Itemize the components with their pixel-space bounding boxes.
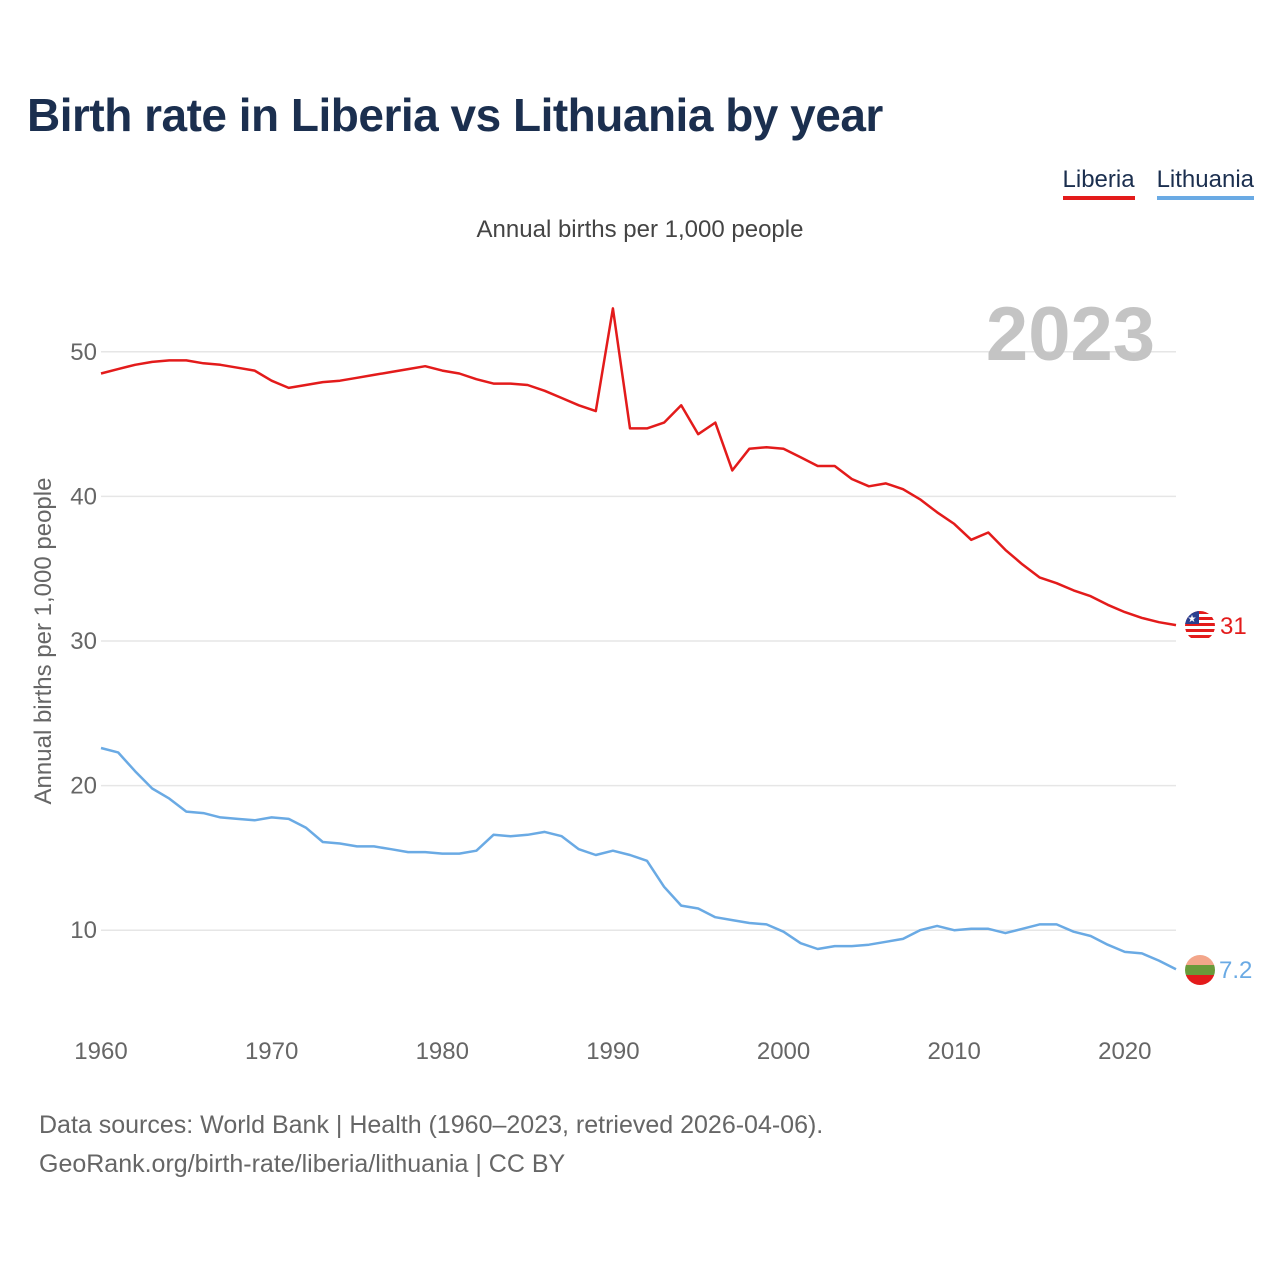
y-tick-label: 40 <box>70 483 97 510</box>
legend: Liberia Lithuania <box>1062 166 1254 200</box>
x-tick-label: 1980 <box>416 1038 469 1065</box>
series <box>100 307 1177 971</box>
svg-text:★: ★ <box>1188 614 1197 625</box>
source-line-1: Data sources: World Bank | Health (1960–… <box>39 1111 824 1139</box>
y-axis-label: Annual births per 1,000 people <box>30 478 57 805</box>
x-axis: 1960 1970 1980 1990 2000 2010 2020 <box>74 1038 1151 1065</box>
x-tick-label: 1990 <box>586 1038 639 1065</box>
y-tick-label: 30 <box>70 628 97 655</box>
series-line-lithuania[interactable] <box>100 746 1177 971</box>
x-tick-label: 2010 <box>927 1038 980 1065</box>
liberia-end-value: 31 <box>1220 613 1247 640</box>
lithuania-flag-icon <box>1185 955 1215 985</box>
data-source: Data sources: World Bank | Health (1960–… <box>39 1106 823 1184</box>
y-tick-label: 20 <box>70 773 97 800</box>
source-line-2[interactable]: GeoRank.org/birth-rate/liberia/lithuania… <box>39 1150 566 1178</box>
lithuania-end-value: 7.2 <box>1219 957 1252 984</box>
x-tick-label: 2000 <box>757 1038 810 1065</box>
year-watermark: 2023 <box>986 292 1155 377</box>
grid-lines <box>101 351 1176 931</box>
chart-subtitle: Annual births per 1,000 people <box>476 216 804 243</box>
x-tick-label: 1960 <box>74 1038 127 1065</box>
liberia-flag-icon: ★ <box>1185 611 1215 641</box>
y-tick-label: 50 <box>70 339 97 366</box>
x-tick-label: 2020 <box>1098 1038 1151 1065</box>
legend-item-liberia[interactable]: Liberia <box>1062 166 1135 200</box>
chart-title: Birth rate in Liberia vs Lithuania by ye… <box>27 89 883 141</box>
y-tick-label: 10 <box>70 917 97 944</box>
legend-item-lithuania[interactable]: Lithuania <box>1156 166 1254 200</box>
x-tick-label: 1970 <box>245 1038 298 1065</box>
y-axis: 10 20 30 40 50 <box>70 339 97 944</box>
series-line-liberia[interactable] <box>100 307 1177 627</box>
